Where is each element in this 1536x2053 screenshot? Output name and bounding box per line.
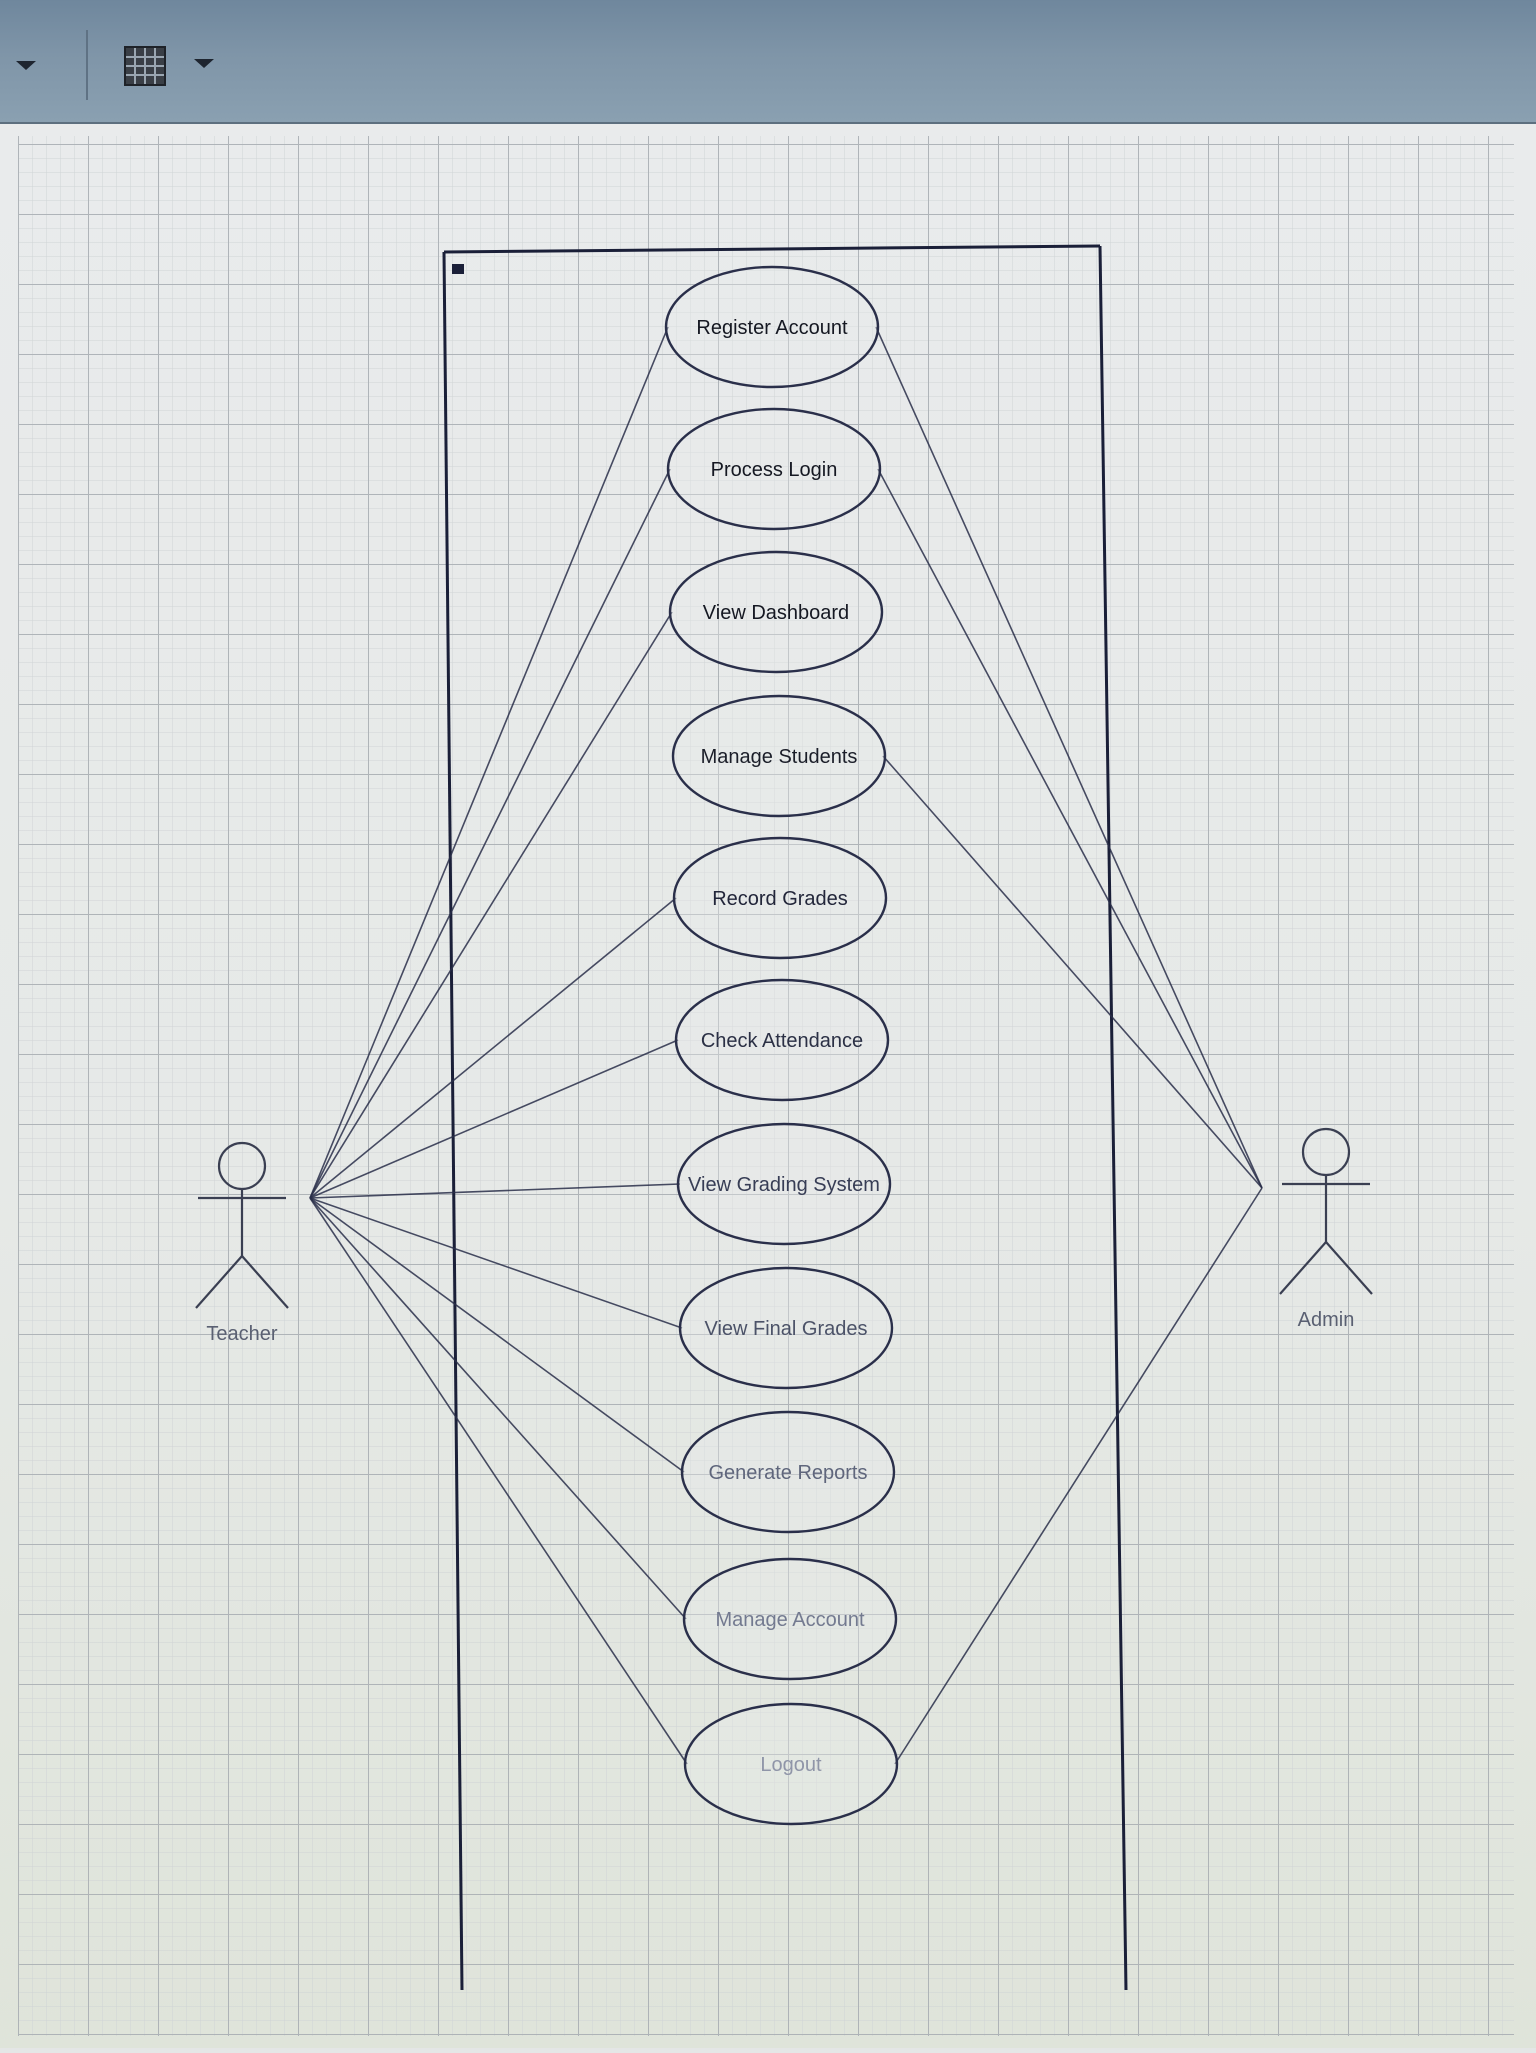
use-case-register[interactable]: Register Account bbox=[664, 265, 880, 389]
use-case-login[interactable]: Process Login bbox=[666, 407, 882, 531]
use-case-ellipse bbox=[676, 1122, 892, 1246]
diagram-canvas: Register Account Process Login View Dashbo… bbox=[0, 124, 1536, 2048]
use-case-label: Manage Account bbox=[716, 1609, 865, 1631]
toolbar-separator bbox=[86, 30, 88, 100]
dropdown-arrow-icon[interactable] bbox=[14, 58, 38, 77]
use-case-logout[interactable]: Logout bbox=[683, 1702, 899, 1826]
association-teacher-logout[interactable] bbox=[309, 1197, 688, 1765]
actor-label: Admin bbox=[1298, 1309, 1355, 1331]
association-lines bbox=[309, 326, 1263, 1765]
use-case-label: Process Login bbox=[711, 459, 838, 481]
association-teacher-account[interactable] bbox=[309, 1197, 687, 1620]
use-case-label: Check Attendance bbox=[701, 1030, 863, 1052]
use-case-ellipse bbox=[682, 1557, 898, 1681]
association-teacher-reports[interactable] bbox=[309, 1197, 685, 1473]
use-case-dashboard[interactable]: View Dashboard bbox=[668, 550, 884, 674]
association-teacher-grades[interactable] bbox=[309, 897, 677, 1199]
use-case-label: Record Grades bbox=[712, 888, 848, 910]
system-boundary bbox=[442, 244, 1128, 1991]
grid-dropdown-arrow-icon[interactable] bbox=[192, 56, 216, 75]
actor-label: Teacher bbox=[206, 1323, 277, 1345]
use-case-grading[interactable]: View Grading System bbox=[676, 1122, 892, 1246]
use-case-ellipse bbox=[672, 836, 888, 960]
actor-left-leg bbox=[1279, 1241, 1327, 1295]
use-case-label: View Grading System bbox=[688, 1174, 880, 1196]
use-case-label: Manage Students bbox=[701, 746, 858, 768]
use-case-label: View Final Grades bbox=[704, 1318, 867, 1340]
use-case-label: View Dashboard bbox=[703, 602, 849, 624]
use-case-final[interactable]: View Final Grades bbox=[678, 1266, 894, 1390]
use-case-ellipse bbox=[664, 265, 880, 389]
actor-admin[interactable]: Admin bbox=[1279, 1127, 1373, 1331]
use-case-label: Register Account bbox=[696, 317, 848, 339]
use-case-ellipse bbox=[668, 550, 884, 674]
association-teacher-login[interactable] bbox=[309, 468, 671, 1199]
use-case-ellipse bbox=[683, 1702, 899, 1826]
use-case-students[interactable]: Manage Students bbox=[671, 694, 887, 818]
association-teacher-attendance[interactable] bbox=[309, 1039, 679, 1199]
use-case-ellipse bbox=[674, 978, 890, 1102]
association-admin-login[interactable] bbox=[877, 468, 1263, 1189]
actor-right-leg bbox=[1325, 1241, 1373, 1295]
use-case-grades[interactable]: Record Grades bbox=[672, 836, 888, 960]
use-case-label: Logout bbox=[760, 1754, 822, 1776]
use-cases: Register Account Process Login View Dashbo… bbox=[664, 265, 899, 1826]
grid-icon[interactable] bbox=[124, 46, 166, 91]
use-case-attendance[interactable]: Check Attendance bbox=[674, 978, 890, 1102]
actor-right-leg bbox=[241, 1255, 289, 1309]
use-case-ellipse bbox=[671, 694, 887, 818]
use-case-reports[interactable]: Generate Reports bbox=[680, 1410, 896, 1534]
use-case-diagram: Register Account Process Login View Dashbo… bbox=[0, 124, 1536, 2048]
association-teacher-final[interactable] bbox=[309, 1197, 683, 1329]
association-teacher-register[interactable] bbox=[309, 326, 669, 1199]
association-admin-logout[interactable] bbox=[894, 1187, 1263, 1765]
association-admin-students[interactable] bbox=[882, 755, 1263, 1189]
use-case-label: Generate Reports bbox=[709, 1462, 868, 1484]
actor-left-leg bbox=[195, 1255, 243, 1309]
actors: Teacher Admin bbox=[195, 1127, 1373, 1345]
association-teacher-dashboard[interactable] bbox=[309, 611, 673, 1199]
association-admin-register[interactable] bbox=[875, 326, 1263, 1189]
toolbar bbox=[0, 0, 1536, 124]
actor-teacher[interactable]: Teacher bbox=[195, 1141, 289, 1345]
use-case-ellipse bbox=[680, 1410, 896, 1534]
use-case-ellipse bbox=[666, 407, 882, 531]
use-case-ellipse bbox=[678, 1266, 894, 1390]
association-teacher-grading[interactable] bbox=[309, 1183, 681, 1199]
use-case-account[interactable]: Manage Account bbox=[682, 1557, 898, 1681]
